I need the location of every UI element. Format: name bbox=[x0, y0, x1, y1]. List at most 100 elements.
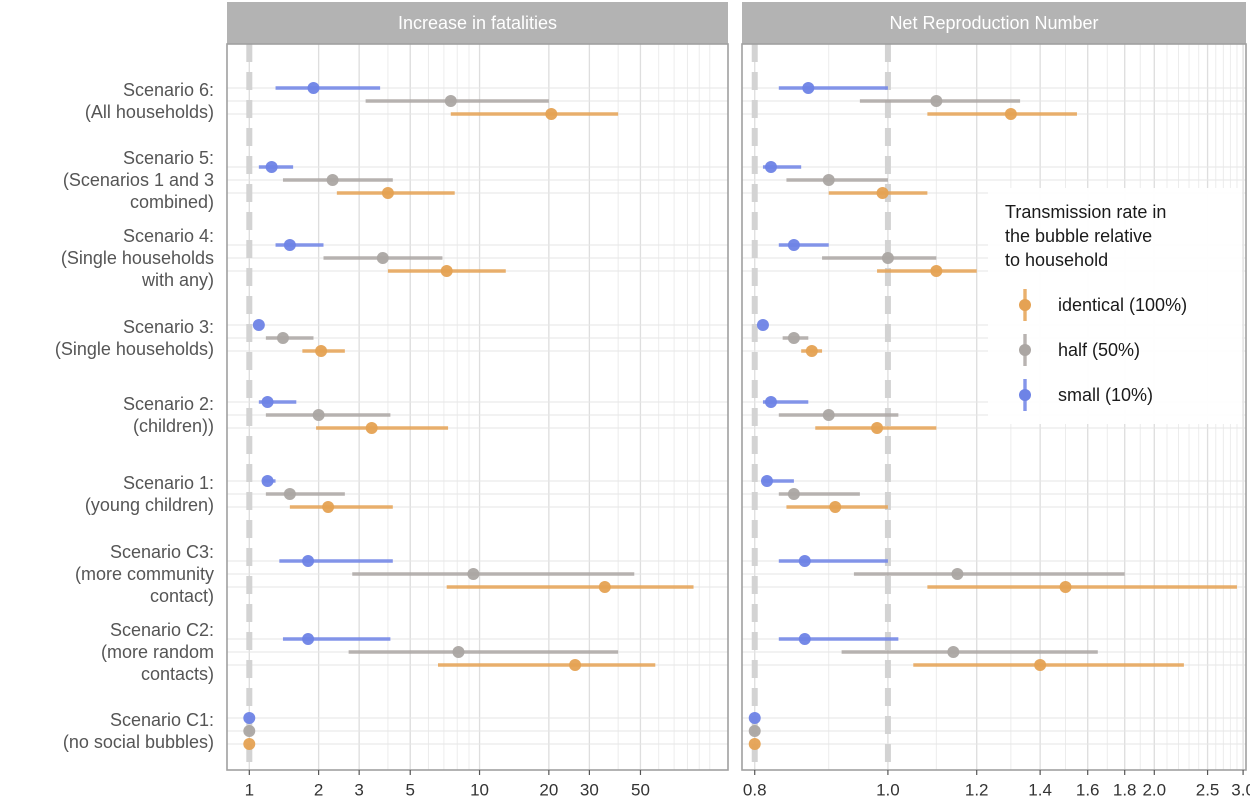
point-small-row-2 bbox=[265, 161, 278, 173]
x-tick-label-2-5: 2.5 bbox=[1196, 781, 1220, 800]
point-identical-row-4 bbox=[315, 345, 328, 357]
row-label-1-line-1: Scenario 6: bbox=[123, 80, 214, 100]
point-small-row-7 bbox=[302, 555, 315, 567]
row-label-8-line-1: Scenario C2: bbox=[110, 620, 214, 640]
row-label-8-line-3: contacts) bbox=[141, 664, 214, 684]
row-label-9-line-2: (no social bubbles) bbox=[63, 732, 214, 752]
row-label-7-line-3: contact) bbox=[150, 586, 214, 606]
point-small-row-4 bbox=[252, 319, 265, 331]
x-tick-label-2-0: 2.0 bbox=[1142, 781, 1166, 800]
row-labels: Scenario 6:(All households)Scenario 5:(S… bbox=[55, 80, 214, 752]
x-tick-label-50: 50 bbox=[631, 781, 650, 800]
row-label-7-line-1: Scenario C3: bbox=[110, 542, 214, 562]
row-label-6-line-2: (young children) bbox=[85, 495, 214, 515]
point-small-row-5 bbox=[764, 396, 777, 408]
point-identical-row-1 bbox=[545, 108, 558, 120]
point-identical-row-1 bbox=[1004, 108, 1017, 120]
point-small-row-8 bbox=[302, 633, 315, 645]
point-half-row-6 bbox=[787, 488, 800, 500]
legend-title-line-1: Transmission rate in bbox=[1005, 202, 1166, 222]
point-small-row-3 bbox=[283, 239, 296, 251]
series-half bbox=[243, 95, 635, 737]
point-identical-row-3 bbox=[440, 265, 453, 277]
point-small-row-3 bbox=[787, 239, 800, 251]
point-half-row-9 bbox=[748, 725, 761, 737]
row-label-2-line-2: (Scenarios 1 and 3 bbox=[63, 170, 214, 190]
x-tick-label-3: 3 bbox=[354, 781, 363, 800]
row-label-9-line-1: Scenario C1: bbox=[110, 710, 214, 730]
point-identical-row-2 bbox=[876, 187, 889, 199]
point-half-row-3 bbox=[881, 252, 894, 264]
row-label-3-line-2: (Single households bbox=[61, 248, 214, 268]
point-half-row-8 bbox=[452, 646, 465, 658]
point-small-row-4 bbox=[756, 319, 769, 331]
legend-label-small: small (10%) bbox=[1058, 385, 1153, 405]
point-half-row-6 bbox=[283, 488, 296, 500]
row-label-6-line-1: Scenario 1: bbox=[123, 473, 214, 493]
x-tick-label-3-0: 3.0 bbox=[1231, 781, 1250, 800]
legend-key-point-half bbox=[1019, 344, 1031, 356]
panel-border bbox=[741, 43, 1247, 771]
series-small bbox=[748, 82, 899, 724]
point-identical-row-5 bbox=[871, 422, 884, 434]
point-half-row-5 bbox=[312, 409, 325, 421]
row-label-4-line-2: (Single households) bbox=[55, 339, 214, 359]
x-tick-label-1-4: 1.4 bbox=[1028, 781, 1052, 800]
point-half-row-2 bbox=[326, 174, 339, 186]
row-label-5-line-2: (children)) bbox=[133, 416, 214, 436]
legend-key-point-small bbox=[1019, 389, 1031, 401]
point-identical-row-8 bbox=[569, 659, 582, 671]
plot-area bbox=[227, 44, 728, 770]
x-tick-label-30: 30 bbox=[580, 781, 599, 800]
point-half-row-5 bbox=[822, 409, 835, 421]
panel-strip bbox=[742, 2, 1246, 44]
row-label-2-line-1: Scenario 5: bbox=[123, 148, 214, 168]
point-half-row-2 bbox=[822, 174, 835, 186]
panel-border bbox=[226, 43, 729, 771]
point-identical-row-9 bbox=[243, 738, 256, 750]
series-small bbox=[243, 82, 393, 724]
legend-label-identical: identical (100%) bbox=[1058, 295, 1187, 315]
point-small-row-5 bbox=[261, 396, 274, 408]
point-small-row-1 bbox=[802, 82, 815, 94]
point-small-row-7 bbox=[798, 555, 811, 567]
point-identical-row-5 bbox=[365, 422, 378, 434]
point-small-row-9 bbox=[243, 712, 256, 724]
point-half-row-9 bbox=[243, 725, 256, 737]
point-half-row-4 bbox=[787, 332, 800, 344]
point-identical-row-9 bbox=[748, 738, 761, 750]
series-identical bbox=[748, 108, 1237, 750]
row-label-4-line-1: Scenario 3: bbox=[123, 317, 214, 337]
point-half-row-4 bbox=[276, 332, 289, 344]
point-half-row-1 bbox=[930, 95, 943, 107]
point-identical-row-2 bbox=[381, 187, 394, 199]
point-identical-row-3 bbox=[930, 265, 943, 277]
legend-key-point-identical bbox=[1019, 299, 1031, 311]
point-small-row-6 bbox=[760, 475, 773, 487]
point-identical-row-8 bbox=[1034, 659, 1047, 671]
x-tick-label-5: 5 bbox=[406, 781, 415, 800]
legend-title-line-3: to household bbox=[1005, 250, 1108, 270]
legend-title-line-2: the bubble relative bbox=[1005, 226, 1152, 246]
point-small-row-8 bbox=[798, 633, 811, 645]
row-label-7-line-2: (more community bbox=[75, 564, 214, 584]
point-half-row-1 bbox=[444, 95, 457, 107]
point-small-row-6 bbox=[261, 475, 274, 487]
point-identical-row-7 bbox=[598, 581, 611, 593]
legend-label-half: half (50%) bbox=[1058, 340, 1140, 360]
point-identical-row-7 bbox=[1059, 581, 1072, 593]
panel-title: Increase in fatalities bbox=[398, 13, 557, 33]
point-identical-row-6 bbox=[829, 501, 842, 513]
legend: Transmission rate in the bubble relative t… bbox=[988, 188, 1242, 424]
point-small-row-9 bbox=[748, 712, 761, 724]
x-tick-label-10: 10 bbox=[470, 781, 489, 800]
point-identical-row-4 bbox=[805, 345, 818, 357]
series-half bbox=[748, 95, 1125, 737]
row-label-8-line-2: (more random bbox=[101, 642, 214, 662]
row-label-1-line-2: (All households) bbox=[85, 102, 214, 122]
x-tick-label-2: 2 bbox=[314, 781, 323, 800]
x-tick-label-1: 1 bbox=[245, 781, 254, 800]
point-small-row-1 bbox=[307, 82, 320, 94]
x-tick-label-0-8: 0.8 bbox=[743, 781, 767, 800]
